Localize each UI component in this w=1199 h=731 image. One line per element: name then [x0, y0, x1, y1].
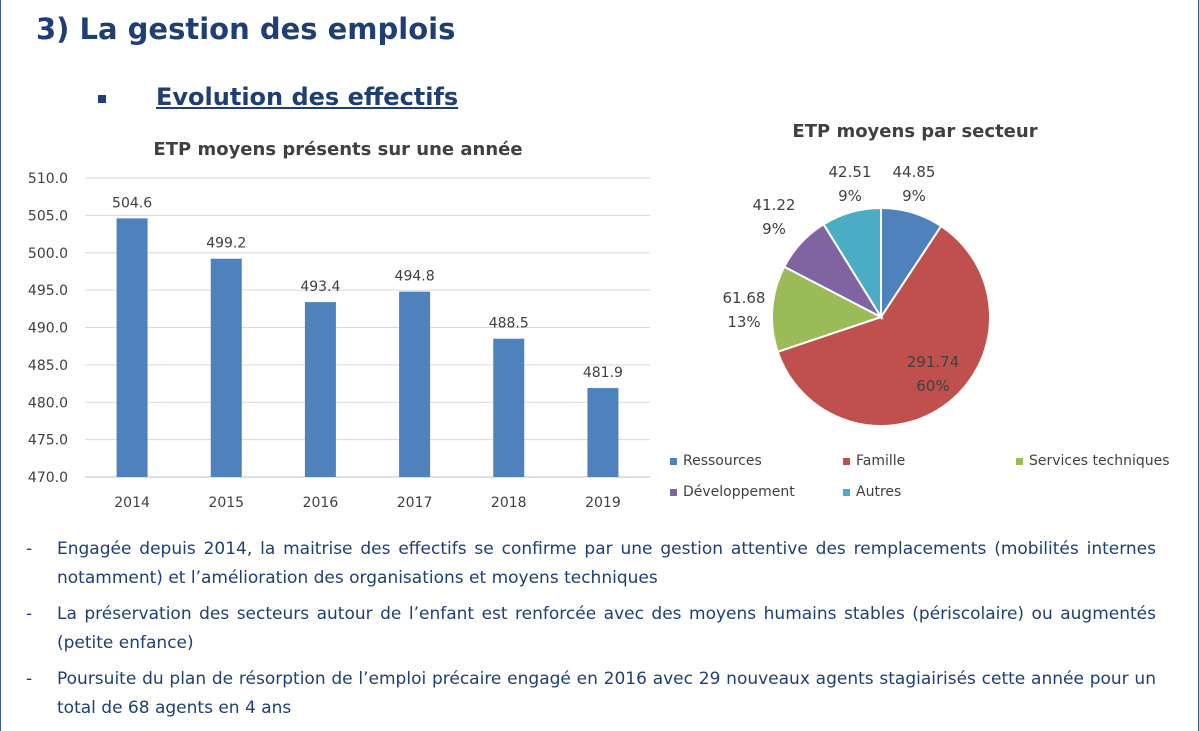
legend-item-developpement: Développement [670, 484, 795, 500]
pie-slice [771, 265, 884, 354]
pie-percent-label: 9% [762, 220, 786, 238]
pie-percent-label: 13% [727, 313, 760, 331]
y-tick-label: 485.0 [28, 358, 68, 374]
y-tick-label: 505.0 [28, 208, 68, 224]
legend-swatch [843, 488, 850, 496]
y-tick-label: 510.0 [28, 171, 68, 187]
note-dash: - [26, 604, 33, 624]
bar-chart-title: ETP moyens présents sur une année [153, 139, 523, 160]
pie-slice [822, 206, 882, 321]
bar-chart: 470.0 475.0 480.0 485.0 490.0 495.0 500.0 505.0… [28, 171, 650, 511]
y-tick-label: 480.0 [28, 395, 68, 411]
frame-border-left [0, 0, 1, 731]
bar-value-label: 504.6 [112, 195, 152, 211]
legend-label: Autres [856, 484, 902, 500]
x-tick-label: 2015 [208, 495, 244, 511]
pie-percent-label: 60% [916, 377, 949, 395]
bar-value-label: 481.9 [583, 365, 623, 381]
y-tick-label: 475.0 [28, 433, 68, 449]
bar-value-label: 499.2 [206, 236, 246, 252]
note-dash: - [26, 669, 33, 689]
section-title: Evolution des effectifs [156, 83, 459, 111]
note-item: - La préservation des secteurs autour de… [26, 600, 1156, 658]
legend-item-ressources: Ressources [670, 453, 762, 469]
pie-percent-label: 9% [838, 187, 862, 205]
bar-value-label: 493.4 [300, 279, 340, 295]
note-text: La préservation des secteurs autour de l… [57, 604, 1156, 653]
page-title: 3) La gestion des emplois [36, 12, 456, 46]
legend-swatch [1016, 457, 1023, 465]
y-tick-label: 470.0 [28, 470, 68, 486]
notes-list: - Engagée depuis 2014, la maitrise des e… [26, 535, 1156, 730]
note-text: Poursuite du plan de résorption de l’emp… [57, 669, 1156, 718]
pie-chart: 44.85 9% 291.74 60% 61.68 13% 41.22 9% 42.51 9% [723, 163, 991, 427]
legend-label: Famille [856, 453, 906, 469]
pie-value-label: 42.51 [829, 163, 872, 181]
legend-swatch [670, 488, 677, 496]
pie-chart-title: ETP moyens par secteur [792, 121, 1038, 142]
note-dash: - [26, 539, 33, 559]
note-text: Engagée depuis 2014, la maitrise des eff… [57, 539, 1156, 588]
note-item: - Poursuite du plan de résorption de l’e… [26, 665, 1156, 723]
y-tick-label: 490.0 [28, 321, 68, 337]
x-tick-label: 2017 [397, 495, 433, 511]
legend-label: Développement [683, 484, 795, 500]
x-tick-label: 2014 [114, 495, 150, 511]
legend-item-famille: Famille [843, 453, 905, 469]
bar [587, 388, 619, 477]
legend-swatch [670, 457, 677, 465]
legend-swatch [843, 457, 850, 465]
bar [116, 218, 148, 478]
pie-percent-label: 9% [902, 187, 926, 205]
pie-value-label: 61.68 [723, 289, 766, 307]
legend-label: Ressources [683, 453, 762, 469]
y-tick-label: 500.0 [28, 246, 68, 262]
legend-label: Services techniques [1029, 453, 1170, 469]
bar [399, 291, 431, 477]
x-tick-label: 2018 [491, 495, 527, 511]
x-tick-label: 2016 [303, 495, 339, 511]
bar-value-label: 488.5 [489, 316, 529, 332]
legend-item-autres: Autres [843, 484, 901, 500]
y-tick-label: 495.0 [28, 283, 68, 299]
pie-slice [776, 224, 991, 427]
legend-item-services-techniques: Services techniques [1016, 453, 1170, 469]
x-tick-label: 2019 [585, 495, 621, 511]
pie-value-label: 41.22 [753, 196, 796, 214]
bar [210, 258, 242, 477]
note-item: - Engagée depuis 2014, la maitrise des e… [26, 535, 1156, 593]
bar-value-label: 494.8 [395, 269, 435, 285]
section-bullet [98, 95, 106, 103]
bar [493, 338, 525, 477]
bar [304, 302, 336, 477]
pie-value-label: 291.74 [907, 353, 960, 371]
pie-value-label: 44.85 [893, 163, 936, 181]
